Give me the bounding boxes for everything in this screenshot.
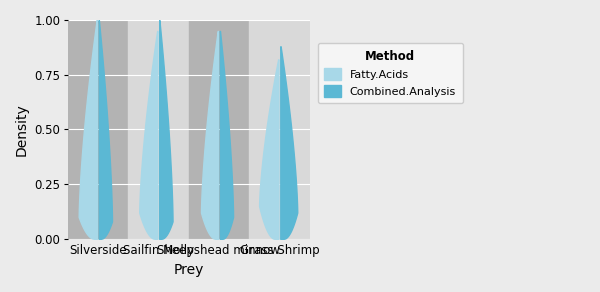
Bar xyxy=(128,20,188,239)
Bar xyxy=(188,20,249,239)
Legend: Fatty.Acids, Combined.Analysis: Fatty.Acids, Combined.Analysis xyxy=(317,43,463,103)
Bar xyxy=(249,20,310,239)
Bar xyxy=(67,20,128,239)
X-axis label: Prey: Prey xyxy=(173,263,204,277)
Y-axis label: Density: Density xyxy=(15,103,29,156)
